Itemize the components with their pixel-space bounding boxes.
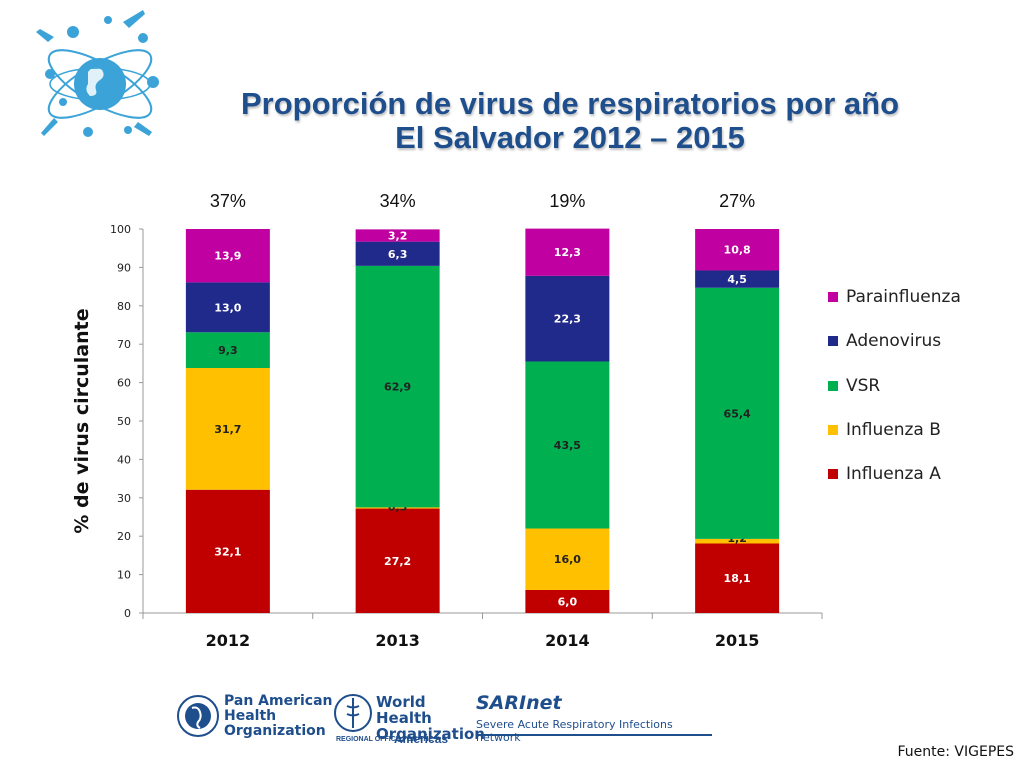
- who-regional-text: REGIONAL OFFICE FOR THE: [336, 736, 434, 743]
- y-tick-label: 0: [124, 607, 131, 620]
- data-label: 22,3: [554, 313, 581, 326]
- bar-segment: [695, 543, 780, 613]
- data-label: 9,3: [218, 344, 238, 357]
- bar-total-label: 34%: [380, 191, 416, 211]
- legend-label: Parainfluenza: [846, 287, 961, 307]
- y-tick-label: 70: [117, 338, 131, 351]
- data-label: 16,0: [554, 553, 581, 566]
- influenza-globe-logo: [36, 10, 159, 137]
- bar-segment: [525, 528, 610, 590]
- y-tick-label: 40: [117, 453, 131, 466]
- x-tick-label: 2013: [375, 631, 420, 650]
- y-tick-label: 100: [110, 223, 131, 236]
- bar-segment: [355, 508, 440, 613]
- bar-segment: [185, 489, 270, 613]
- who-logo-text: World Health Organization: [376, 693, 485, 743]
- chart-legend: Parainfluenza Adenovirus VSR Influenza B…: [828, 286, 961, 507]
- y-tick-label: 60: [117, 377, 131, 390]
- x-tick-label: 2014: [545, 631, 590, 650]
- legend-item-vsr: VSR: [828, 375, 961, 397]
- source-note: Fuente: VIGEPES: [897, 744, 1015, 760]
- chart-title-line-2: El Salvador 2012 – 2015: [395, 120, 745, 155]
- bar-segment: [695, 538, 780, 544]
- data-label: 4,5: [727, 273, 747, 286]
- y-tick-label: 50: [117, 415, 131, 428]
- who-emblem-icon: [334, 694, 372, 732]
- legend-label: Influenza B: [846, 419, 941, 440]
- data-label: 3,2: [388, 230, 408, 243]
- paho-emblem-icon: [177, 695, 219, 737]
- bar-total-label: 37%: [210, 191, 246, 211]
- legend-item-influenza-a: Influenza A: [828, 463, 961, 485]
- legend-swatch: [828, 380, 838, 391]
- bar-segment: [185, 282, 270, 333]
- bar-segment: [355, 241, 440, 266]
- x-tick-label: 2015: [715, 631, 760, 650]
- bar-segment: [695, 287, 780, 539]
- bar-segment: [525, 275, 610, 362]
- data-label: 43,5: [554, 439, 581, 452]
- legend-label: Influenza A: [846, 464, 941, 485]
- data-label: 62,9: [384, 381, 411, 394]
- legend-label: VSR: [846, 375, 881, 396]
- bar-segment: [525, 228, 610, 276]
- bar-total-label: 27%: [719, 191, 755, 211]
- bar-segment: [355, 507, 440, 509]
- data-label: 10,8: [724, 244, 751, 257]
- legend-item-parainfluenza: Parainfluenza: [828, 286, 961, 308]
- data-label: 32,1: [214, 545, 241, 558]
- bar-segment: [185, 332, 270, 369]
- data-label: 18,1: [724, 572, 751, 585]
- legend-swatch: [828, 424, 838, 435]
- y-tick-label: 90: [117, 261, 131, 274]
- y-tick-label: 20: [117, 530, 131, 543]
- data-label: 6,3: [388, 248, 408, 261]
- data-label: 65,4: [724, 407, 751, 420]
- sarinet-subtitle: Severe Acute Respiratory Infections netw…: [476, 718, 673, 744]
- data-label: 13,9: [214, 250, 241, 263]
- legend-swatch: [828, 292, 838, 302]
- paho-logo-text: Pan American Health Organization: [224, 693, 333, 739]
- data-label: 31,7: [214, 423, 241, 436]
- bar-segment: [355, 229, 440, 242]
- bar-total-label: 19%: [549, 191, 585, 211]
- legend-item-influenza-b: Influenza B: [828, 419, 961, 441]
- y-tick-label: 10: [117, 569, 131, 582]
- bar-segment: [525, 361, 610, 529]
- data-label: 12,3: [554, 246, 581, 259]
- bar-segment: [695, 229, 780, 271]
- y-tick-label: 30: [117, 492, 131, 505]
- sarinet-logo-text: SARInet: [476, 692, 562, 714]
- y-tick-label: 80: [117, 300, 131, 313]
- bar-segment: [525, 589, 610, 613]
- data-label: 6,0: [558, 595, 578, 608]
- y-axis-label: % de virus circulante: [71, 308, 93, 533]
- bar-segment: [695, 270, 780, 288]
- data-label: 13,0: [214, 301, 241, 314]
- bar-segment: [355, 265, 440, 508]
- sarinet-underline: [476, 734, 712, 736]
- legend-swatch: [828, 336, 838, 347]
- data-label: 27,2: [384, 555, 411, 568]
- who-americas-text: Americas: [394, 732, 449, 746]
- bar-segment: [185, 229, 270, 283]
- x-tick-label: 2012: [206, 631, 251, 650]
- chart-title-line-1: Proporción de virus de respiratorios por…: [240, 86, 900, 121]
- legend-swatch: [828, 469, 838, 480]
- legend-label: Adenovirus: [846, 331, 942, 352]
- legend-item-adenovirus: Adenovirus: [828, 330, 961, 352]
- bar-segment: [185, 368, 270, 490]
- footer-logos: Pan American Health Organization World H…: [176, 690, 716, 752]
